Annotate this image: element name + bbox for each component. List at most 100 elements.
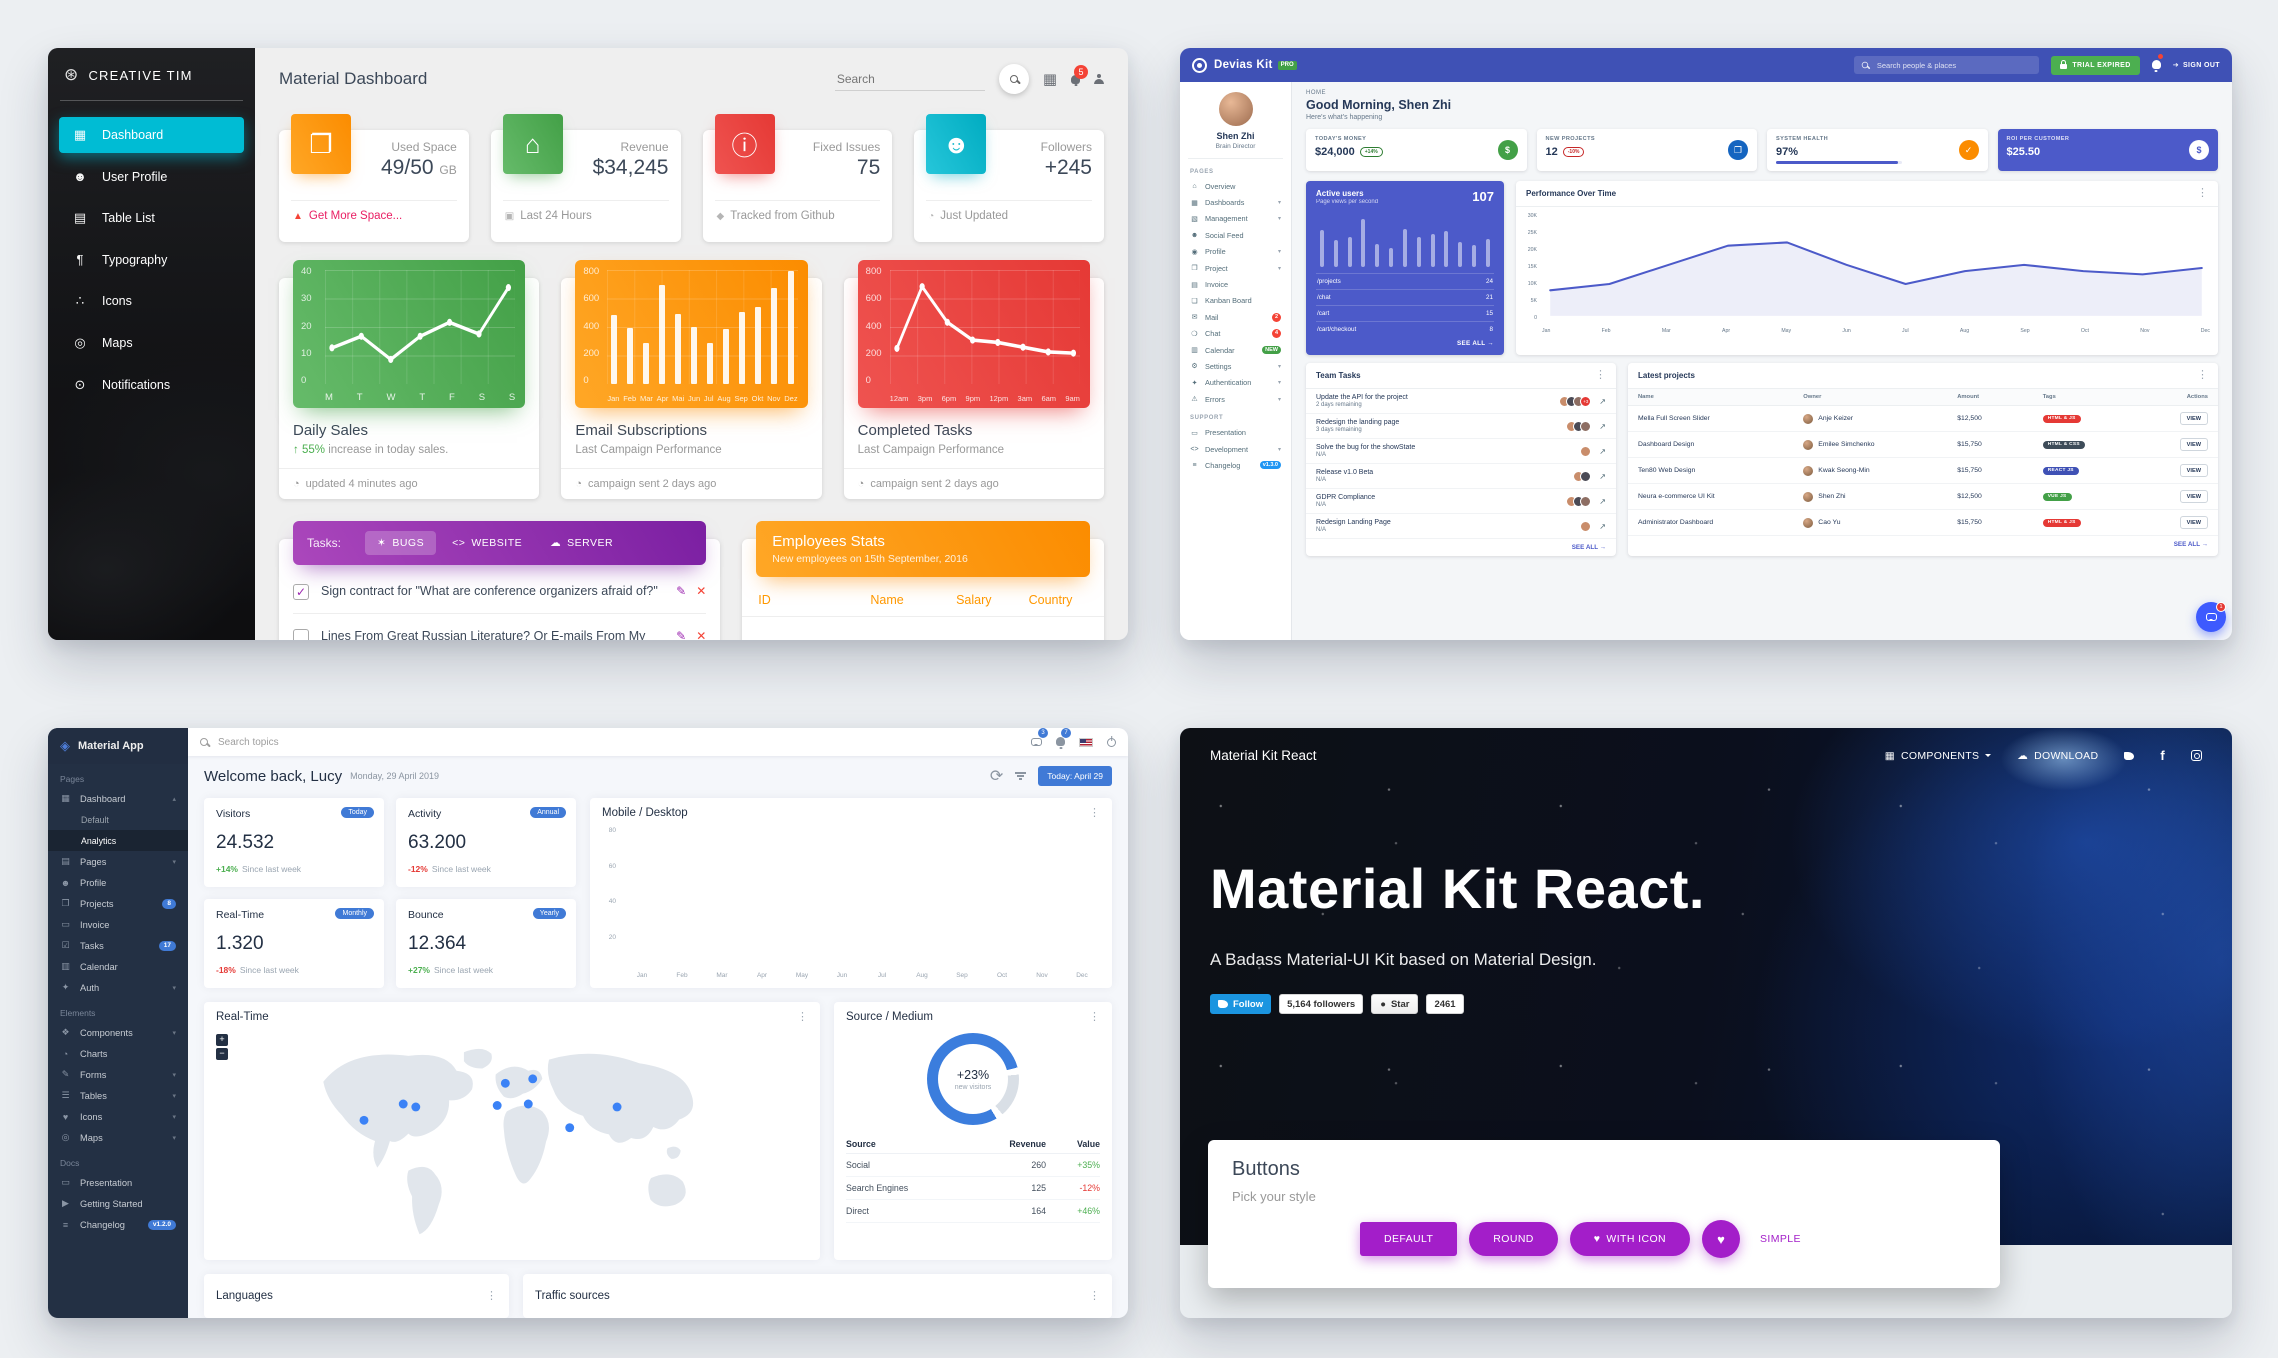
brand[interactable]: ◈ Material App (48, 728, 188, 764)
delete-x-icon[interactable]: ✕ (696, 629, 707, 640)
view-button[interactable]: VIEW (2179, 490, 2208, 503)
account-person-icon[interactable] (1094, 71, 1104, 88)
period-badge[interactable]: Annual (530, 807, 566, 818)
sidebar-item[interactable]: ◉ Profile ▾ (1180, 244, 1291, 260)
zoom-in-button[interactable]: + (216, 1034, 228, 1046)
notifications-bell-icon[interactable]: 7 (1056, 728, 1071, 751)
sidebar-item[interactable]: ▥ Calendar (48, 956, 188, 977)
sidebar-item[interactable]: ☻ User Profile (59, 159, 244, 194)
us-flag-icon[interactable] (1079, 737, 1093, 747)
default-button[interactable]: DEFAULT (1360, 1222, 1458, 1256)
notifications-bell-icon[interactable] (2151, 54, 2163, 74)
sidebar-item[interactable]: ☻ Social Feed (1180, 227, 1291, 243)
sidebar-item[interactable]: ⊙ Notifications (59, 367, 244, 403)
twitter-follow-button[interactable]: Follow (1210, 994, 1272, 1014)
sidebar-item[interactable]: Analytics (48, 830, 188, 851)
sidebar-item[interactable]: ≡ Changelog v1.3.0 (1180, 457, 1291, 473)
sidebar-item[interactable]: ❐ Projects 8 (48, 893, 188, 914)
search-input[interactable] (834, 67, 985, 91)
sidebar-item[interactable]: ✎ Forms ▾ (48, 1064, 188, 1085)
sidebar-item[interactable]: ▶ Getting Started (48, 1193, 188, 1214)
sidebar-item[interactable]: ▭ Presentation (1180, 424, 1291, 440)
brand-label[interactable]: Material Kit React (1210, 748, 1317, 763)
sidebar-item[interactable]: ▧ Management ▾ (1180, 211, 1291, 227)
messages-icon[interactable]: 3 (1031, 728, 1048, 751)
period-badge[interactable]: Yearly (532, 908, 566, 919)
chat-fab-button[interactable]: 1 (2196, 602, 2226, 632)
open-external-icon[interactable]: ↗ (1599, 396, 1606, 406)
sidebar-item[interactable]: ✦ Authentication ▾ (1180, 375, 1291, 391)
tasks-tab[interactable]: ☁ SERVER (538, 531, 625, 555)
open-external-icon[interactable]: ↗ (1599, 471, 1606, 481)
sidebar-item[interactable]: ◎ Maps ▾ (48, 1127, 188, 1148)
sidebar-item[interactable]: ⌂ Overview (1180, 178, 1291, 194)
view-button[interactable]: VIEW (2179, 412, 2208, 425)
search-button[interactable] (998, 64, 1029, 94)
components-menu[interactable]: ▦ COMPONENTS (1885, 750, 1992, 762)
kebab-menu-icon[interactable]: ⋮ (797, 1010, 808, 1023)
search-input[interactable] (216, 735, 516, 749)
period-badge[interactable]: Today (341, 807, 374, 818)
sidebar-item[interactable]: ❖ Components ▾ (48, 1022, 188, 1043)
kebab-menu-icon[interactable]: ⋮ (2197, 369, 2208, 381)
breadcrumb[interactable]: Home (1306, 90, 1326, 96)
edit-pencil-icon[interactable]: ✎ (676, 629, 687, 640)
see-all-link[interactable]: SEE ALL → (1457, 340, 1494, 347)
tasks-tab[interactable]: <> WEBSITE (440, 531, 534, 555)
stat-footer[interactable]: ▲ Get More Space... (291, 200, 457, 231)
sidebar-item[interactable]: ✉ Mail 2 (1180, 309, 1291, 325)
facebook-icon[interactable]: f (2160, 748, 2165, 763)
with-icon-button[interactable]: ♥ WITH ICON (1569, 1222, 1691, 1256)
sidebar-item[interactable]: ❏ Kanban Board (1180, 293, 1291, 309)
route-row[interactable]: /chat 21 (1316, 289, 1494, 305)
sign-out-button[interactable]: ➔ SIGN OUT (2172, 61, 2220, 70)
sidebar-item[interactable]: ☑ Tasks 17 (48, 935, 188, 956)
open-external-icon[interactable]: ↗ (1599, 521, 1606, 531)
trial-expired-button[interactable]: TRIAL EXPIRED (2051, 55, 2140, 75)
view-button[interactable]: VIEW (2179, 516, 2208, 529)
sidebar-item[interactable]: ▤ Pages ▾ (48, 851, 188, 872)
stat-footer[interactable]: ▣ Last 24 Hours (502, 200, 669, 231)
kebab-menu-icon[interactable]: ⋮ (1595, 369, 1606, 381)
apps-grid-icon[interactable]: ▦ (1042, 71, 1057, 88)
devias-logo-icon[interactable] (1192, 57, 1207, 73)
sidebar-item[interactable]: ▤ Invoice (1180, 276, 1291, 292)
simple-button[interactable]: SIMPLE (1760, 1233, 1801, 1245)
zoom-out-button[interactable]: − (216, 1048, 228, 1060)
sidebar-item[interactable]: ☻ Profile (48, 872, 188, 893)
open-external-icon[interactable]: ↗ (1599, 446, 1606, 456)
sidebar-item[interactable]: ▤ Table List (59, 200, 244, 236)
sidebar-item[interactable]: ☰ Tables ▾ (48, 1085, 188, 1106)
see-all-link[interactable]: SEE ALL → (2173, 541, 2208, 548)
twitter-icon[interactable] (2124, 751, 2135, 760)
round-button[interactable]: ROUND (1469, 1222, 1558, 1256)
sidebar-item[interactable]: ≡ Changelog v1.2.0 (48, 1214, 188, 1235)
open-external-icon[interactable]: ↗ (1599, 421, 1606, 431)
route-row[interactable]: /cart 15 (1316, 305, 1494, 321)
today-button[interactable]: Today: April 29 (1038, 766, 1112, 786)
sidebar-item[interactable]: ❐ Project ▾ (1180, 260, 1291, 276)
github-star-button[interactable]: ● Star (1371, 994, 1419, 1014)
kebab-menu-icon[interactable]: ⋮ (1089, 1289, 1100, 1302)
sidebar-item[interactable]: ◎ Maps (59, 325, 244, 361)
brand[interactable]: ⊛ CREATIVE TIM (60, 48, 243, 101)
heart-fab-button[interactable]: ♥ (1702, 1220, 1741, 1258)
stat-footer[interactable]: ◔ Just Updated (926, 200, 1092, 231)
view-button[interactable]: VIEW (2179, 438, 2208, 451)
sync-icon[interactable]: ⟳ (989, 768, 1004, 785)
sidebar-item[interactable]: ▭ Invoice (48, 914, 188, 935)
notifications-bell-icon[interactable]: 5 (1071, 64, 1088, 88)
sidebar-item[interactable]: ▦ Dashboards ▾ (1180, 194, 1291, 210)
power-logout-icon[interactable] (1107, 737, 1116, 747)
view-button[interactable]: VIEW (2179, 464, 2208, 477)
sidebar-item[interactable]: ◔ Charts (48, 1043, 188, 1064)
see-all-link[interactable]: SEE ALL → (1571, 544, 1606, 551)
tasks-tab[interactable]: ✶ BUGS (365, 531, 437, 555)
kebab-menu-icon[interactable]: ⋮ (2197, 187, 2208, 199)
user-avatar[interactable] (1218, 92, 1253, 126)
filter-icon[interactable] (1015, 772, 1027, 780)
sidebar-item[interactable]: ⚙ Settings ▾ (1180, 358, 1291, 374)
kebab-menu-icon[interactable]: ⋮ (1089, 806, 1100, 819)
period-badge[interactable]: Monthly (335, 908, 374, 919)
sidebar-item[interactable]: ∴ Icons (59, 283, 244, 319)
